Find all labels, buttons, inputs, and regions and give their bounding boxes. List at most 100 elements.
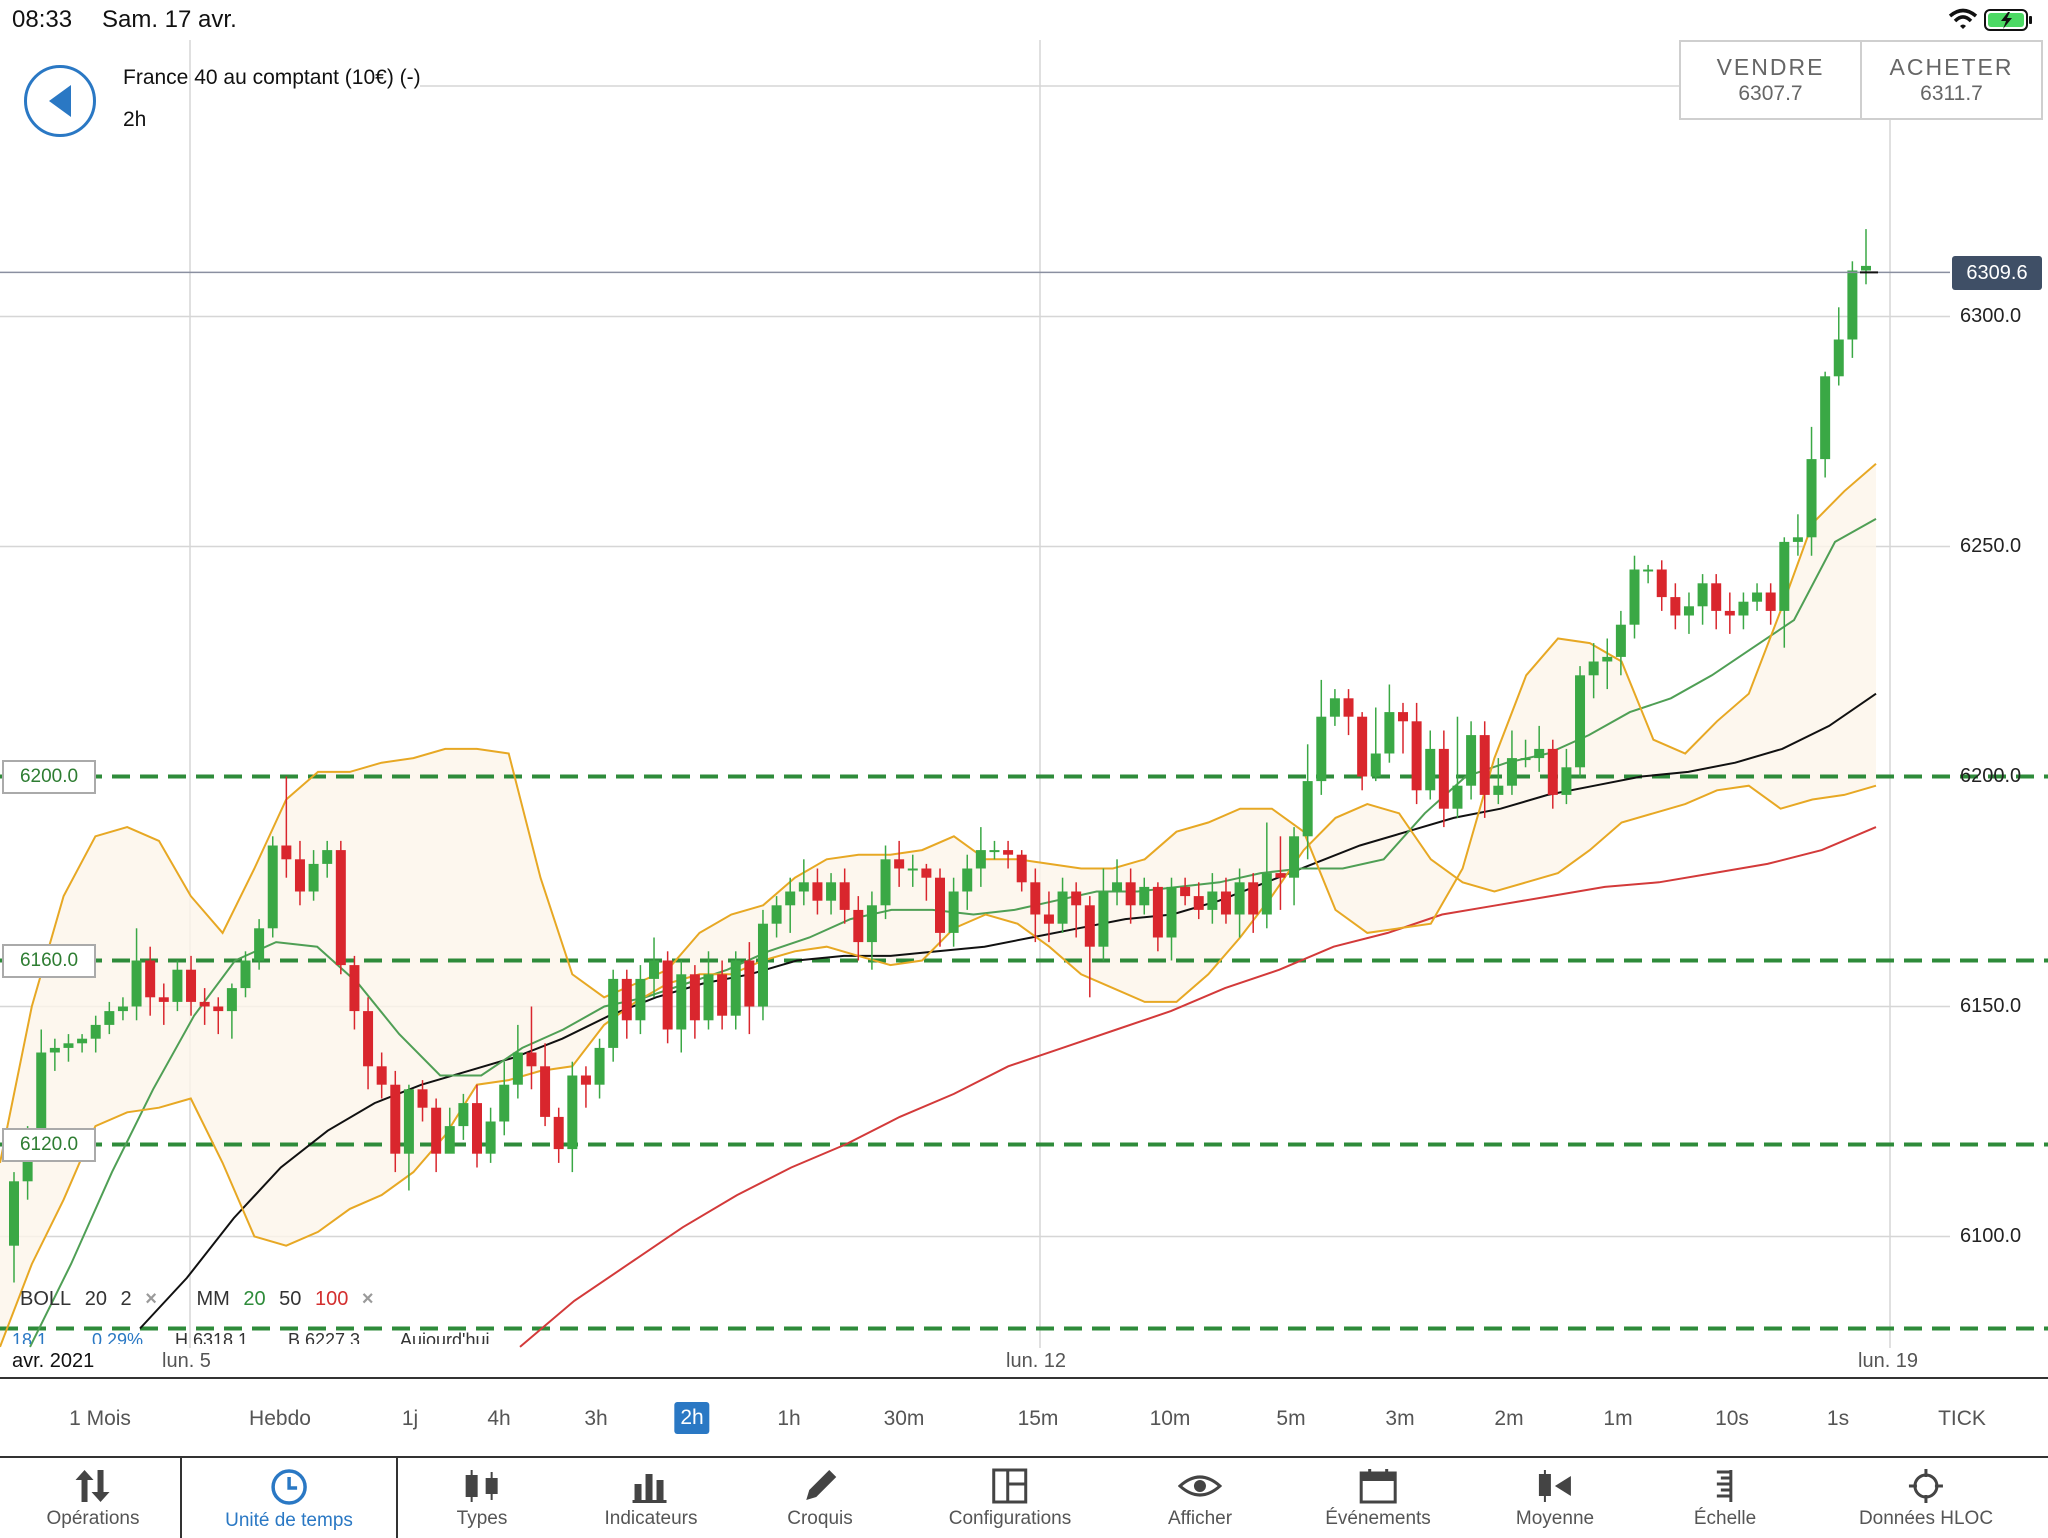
- tab-label: Configurations: [948, 1508, 1072, 1529]
- candle-body: [36, 1052, 47, 1140]
- candle-body: [172, 969, 183, 1002]
- bollinger-upper-line: [0, 462, 1877, 1164]
- tab-moyenne[interactable]: Moyenne: [1516, 1458, 1594, 1538]
- mm-label[interactable]: MM: [196, 1288, 230, 1310]
- candle-body: [294, 859, 305, 892]
- candle-body: [213, 1006, 224, 1012]
- timeframe-1h[interactable]: 1h: [777, 1407, 801, 1430]
- candle-body: [1575, 675, 1586, 768]
- candle-body: [1125, 882, 1136, 906]
- candle-body: [798, 882, 809, 892]
- candle-body: [1479, 735, 1490, 795]
- remove-boll-icon[interactable]: ×: [145, 1288, 157, 1310]
- candle-body: [1030, 882, 1041, 915]
- timeframe-5m[interactable]: 5m: [1276, 1407, 1306, 1430]
- timeframe-15m[interactable]: 15m: [1017, 1407, 1059, 1430]
- candle-body: [662, 960, 673, 1030]
- candle-body: [1098, 891, 1109, 947]
- layout-icon: [992, 1468, 1028, 1504]
- calendar-icon: [1359, 1469, 1397, 1504]
- timeframe-3h[interactable]: 3h: [584, 1407, 608, 1430]
- candle-body: [390, 1084, 401, 1154]
- timeframe-2m[interactable]: 2m: [1494, 1407, 1524, 1430]
- tab-configurations[interactable]: Configurations: [948, 1458, 1072, 1538]
- candle-body: [1180, 886, 1191, 897]
- candle-body: [1452, 785, 1463, 809]
- tab-donnees-hloc[interactable]: Données HLOC: [1859, 1458, 1993, 1538]
- timeframe-hebdo[interactable]: Hebdo: [249, 1407, 311, 1430]
- timeframe-30m[interactable]: 30m: [883, 1407, 925, 1430]
- candle-body: [757, 923, 768, 1007]
- tab-label: Opérations: [46, 1508, 140, 1529]
- timeframe-10s[interactable]: 10s: [1715, 1407, 1749, 1430]
- candle-body: [1071, 891, 1082, 906]
- timeframe-1-mois[interactable]: 1 Mois: [69, 1407, 131, 1430]
- timeframe-3m[interactable]: 3m: [1385, 1407, 1415, 1430]
- candle-body: [1425, 748, 1436, 791]
- price-label-6100: 6100.0: [1960, 1225, 2022, 1247]
- price-label-6250: 6250.0: [1960, 535, 2022, 557]
- status-time: 08:33: [12, 6, 73, 33]
- candle-body: [77, 1038, 88, 1044]
- tab-evenements[interactable]: Événements: [1325, 1458, 1431, 1538]
- candle-body: [1016, 854, 1027, 883]
- timeframe-2h[interactable]: 2h: [674, 1402, 710, 1434]
- tab-operations[interactable]: Opérations: [46, 1458, 140, 1538]
- candle-body: [458, 1103, 469, 1127]
- candle-body: [907, 868, 918, 871]
- bollinger-lower-line: [0, 784, 1877, 1348]
- info-change: 18.1: [12, 1330, 48, 1344]
- candle-body: [335, 850, 346, 966]
- candle-body: [1520, 758, 1531, 761]
- candle-body: [403, 1089, 414, 1154]
- candle-body: [717, 974, 728, 1016]
- candle-body: [1139, 886, 1150, 906]
- sell-label: VENDRE: [1716, 54, 1825, 80]
- timeframe-10m[interactable]: 10m: [1149, 1407, 1191, 1430]
- instrument-name: France 40 au comptant (10€) (-): [123, 66, 421, 89]
- candle-body: [1193, 896, 1204, 910]
- tab-croquis[interactable]: Croquis: [787, 1458, 853, 1538]
- tab-afficher[interactable]: Afficher: [1168, 1458, 1232, 1538]
- level-tag-6160[interactable]: 6160.0: [2, 944, 96, 978]
- candle-body: [826, 882, 837, 901]
- tab-echelle[interactable]: Échelle: [1694, 1458, 1756, 1538]
- timeframe-1j[interactable]: 1j: [401, 1407, 419, 1430]
- candle-body: [1847, 270, 1858, 340]
- timeframe-1s[interactable]: 1s: [1826, 1407, 1850, 1430]
- candle-body: [1861, 265, 1871, 271]
- candle-body: [744, 960, 755, 1007]
- bar-chart-icon: [632, 1474, 667, 1503]
- candle-body: [935, 877, 945, 933]
- remove-mm-icon[interactable]: ×: [361, 1288, 374, 1310]
- candle-body: [1493, 785, 1504, 795]
- level-tag-6200[interactable]: 6200.0: [2, 760, 96, 794]
- candle-body: [635, 978, 646, 1021]
- buy-price: 6311.7: [1920, 82, 1983, 105]
- tab-label: Types: [456, 1508, 508, 1529]
- sell-button[interactable]: VENDRE 6307.7: [1681, 42, 1860, 118]
- price-chart[interactable]: [0, 0, 2048, 1370]
- candle-body: [1043, 914, 1054, 924]
- timeframe-1m[interactable]: 1m: [1603, 1407, 1633, 1430]
- mm-50: 50: [279, 1288, 302, 1310]
- candle-body: [417, 1089, 428, 1108]
- boll-period: 20: [84, 1288, 107, 1310]
- timeframe-tick[interactable]: TICK: [1938, 1407, 1986, 1430]
- level-tag-6120[interactable]: 6120.0: [2, 1128, 96, 1162]
- candle-body: [1602, 656, 1613, 662]
- candle-body: [1724, 610, 1735, 616]
- candle-body: [1615, 624, 1626, 657]
- candle-body: [580, 1075, 591, 1085]
- tab-indicateurs[interactable]: Indicateurs: [605, 1458, 697, 1538]
- candle-body: [1152, 886, 1163, 938]
- buy-button[interactable]: ACHETER 6311.7: [1860, 42, 2041, 118]
- tab-types[interactable]: Types: [456, 1458, 508, 1538]
- timeframe-4h[interactable]: 4h: [487, 1407, 511, 1430]
- back-button[interactable]: [24, 65, 96, 137]
- tab-unite-de-temps[interactable]: Unité de temps: [225, 1458, 353, 1538]
- price-label-6300: 6300.0: [1960, 305, 2022, 327]
- boll-label[interactable]: BOLL: [20, 1288, 72, 1310]
- candle-body: [1643, 569, 1654, 572]
- candle-body: [1792, 537, 1803, 542]
